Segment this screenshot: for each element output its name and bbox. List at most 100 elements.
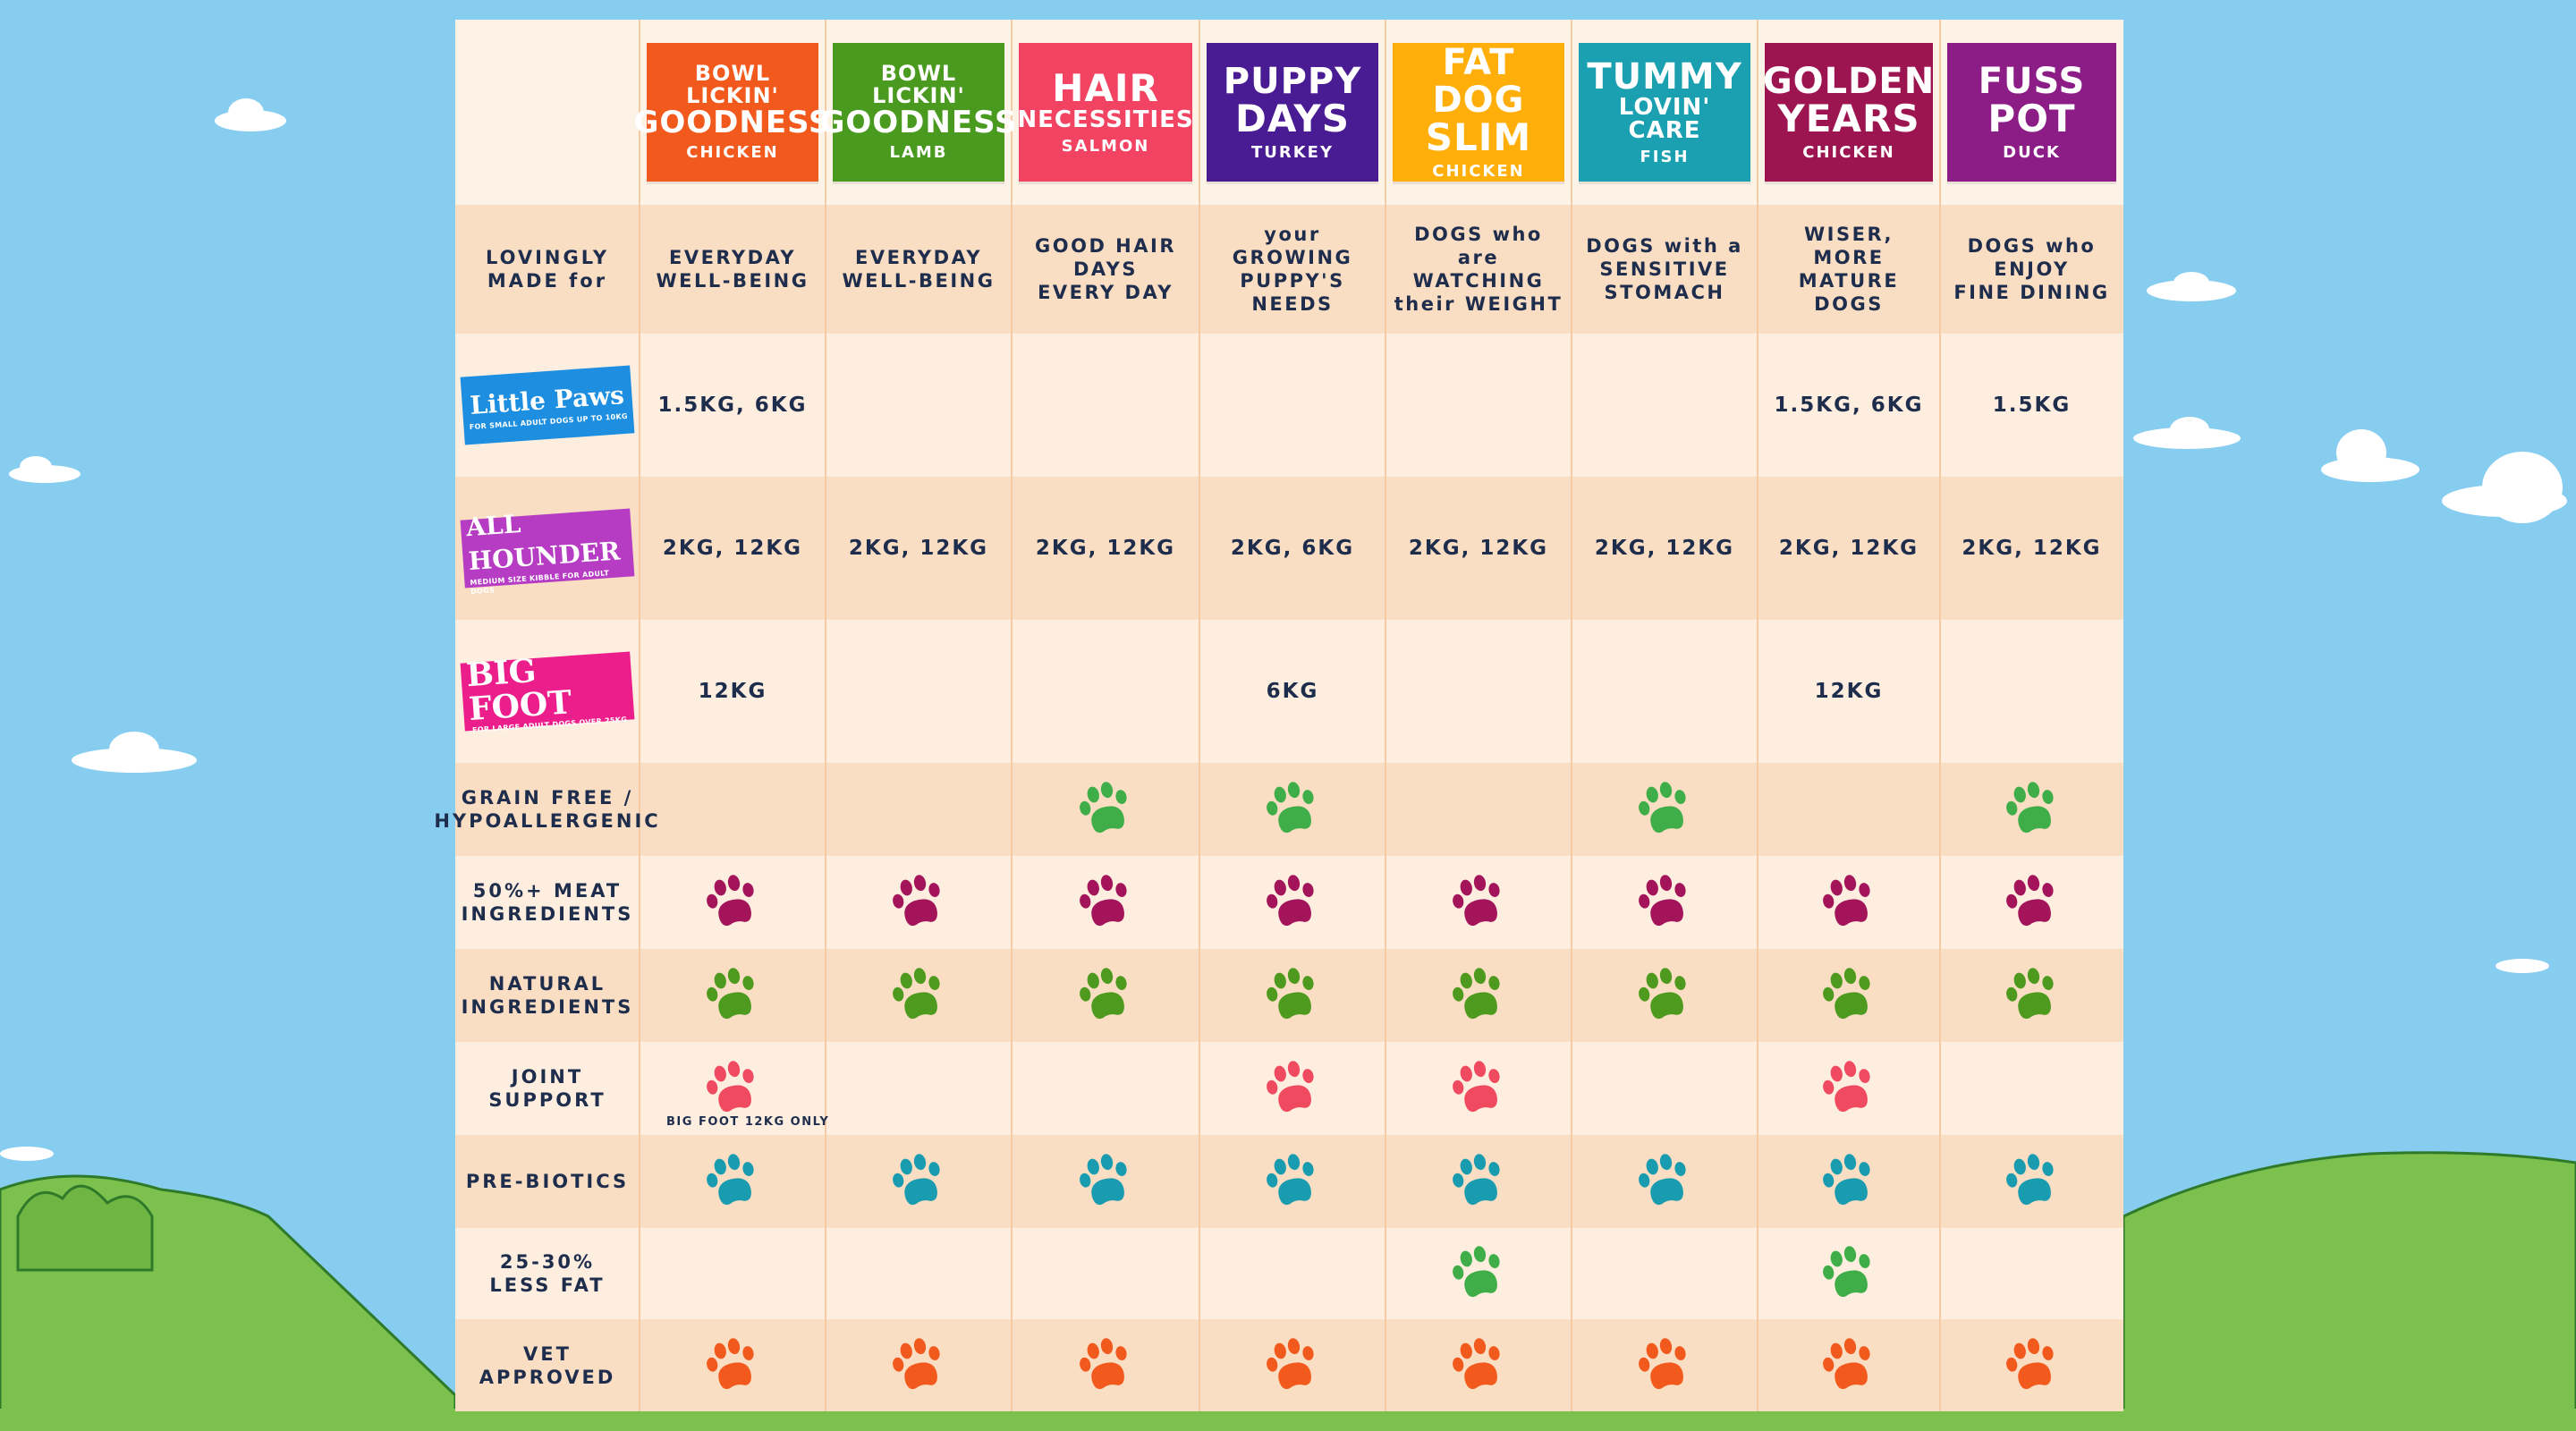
pack-sizes bbox=[1940, 620, 2123, 763]
product-flavour: TURKEY bbox=[1250, 143, 1335, 162]
row-band bbox=[455, 334, 2123, 477]
product-name-line1: TUMMY bbox=[1587, 56, 1742, 97]
column-divider bbox=[1757, 20, 1758, 1411]
pack-sizes: 1.5KG bbox=[1992, 394, 2072, 417]
paw-icon bbox=[1823, 1246, 1870, 1298]
feature-label: 25-30% LESS FAT bbox=[489, 1251, 606, 1296]
paw-icon bbox=[1267, 1061, 1314, 1113]
product-name-line1: FUSS bbox=[1978, 61, 2086, 102]
product-name-line1: BOWL LICKIN' bbox=[872, 60, 965, 108]
paw-icon bbox=[1639, 1154, 1686, 1206]
paw-icon bbox=[1823, 1337, 1870, 1389]
product-name-line2: SLIM bbox=[1425, 115, 1532, 159]
product-flavour: FISH bbox=[1640, 148, 1690, 166]
feature-label: PRE-BIOTICS bbox=[465, 1171, 630, 1192]
made-for-label: LOVINGLY MADE for bbox=[485, 247, 610, 292]
paw-icon bbox=[1453, 1246, 1500, 1298]
product-tag-8[interactable]: FUSS POT DUCK bbox=[1947, 43, 2116, 182]
pack-sizes bbox=[1199, 334, 1385, 477]
product-tag-6[interactable]: TUMMY LOVIN' CARE FISH bbox=[1579, 43, 1750, 182]
clouds bbox=[0, 98, 2567, 1161]
bush-left bbox=[16, 1184, 154, 1272]
made-for-value: DOGS who are WATCHING their WEIGHT bbox=[1394, 224, 1563, 315]
paw-icon bbox=[707, 1154, 754, 1206]
paw-icon bbox=[1823, 875, 1870, 927]
paw-icon bbox=[893, 1337, 940, 1389]
range-badge-all-hounder: ALL HOUNDER MEDIUM SIZE KIBBLE FOR ADULT … bbox=[460, 508, 635, 596]
product-flavour: SALMON bbox=[1061, 137, 1150, 157]
paw-icon bbox=[893, 875, 940, 927]
row-band bbox=[455, 205, 2123, 334]
range-badge-big-foot: BIG FOOT FOR LARGE ADULT DOGS OVER 25KG bbox=[460, 651, 635, 734]
column-divider bbox=[1571, 20, 1572, 1411]
row-band bbox=[455, 477, 2123, 620]
pack-sizes: 2KG, 12KG bbox=[662, 537, 803, 560]
pack-sizes bbox=[1572, 334, 1758, 477]
product-tag-2[interactable]: BOWL LICKIN' GOODNESS LAMB bbox=[819, 43, 1017, 182]
feature-label: 50%+ MEAT INGREDIENTS bbox=[461, 880, 634, 925]
product-tag-3[interactable]: HAIR NECESSITIES SALMON bbox=[1017, 43, 1194, 182]
feature-label: JOINT SUPPORT bbox=[488, 1066, 606, 1111]
pack-sizes: 12KG bbox=[698, 680, 767, 703]
paw-icon bbox=[707, 1337, 754, 1389]
paw-icon bbox=[707, 875, 754, 927]
paw-icon bbox=[1080, 968, 1127, 1020]
feature-label: NATURAL INGREDIENTS bbox=[461, 973, 634, 1018]
column-divider bbox=[825, 20, 826, 1411]
pack-sizes: 12KG bbox=[1814, 680, 1884, 703]
pack-sizes: 2KG, 6KG bbox=[1230, 537, 1355, 560]
product-tag-7[interactable]: GOLDEN YEARS CHICKEN bbox=[1762, 43, 1936, 182]
paw-icon bbox=[1823, 968, 1870, 1020]
paw-icon bbox=[1267, 1154, 1314, 1206]
paw-icon bbox=[1267, 782, 1314, 834]
made-for-value: DOGS with a SENSITIVE STOMACH bbox=[1586, 235, 1743, 303]
paw-icon bbox=[1823, 1061, 1870, 1113]
product-name-line2: NECESSITIES bbox=[1017, 106, 1194, 134]
made-for-value: GOOD HAIR DAYS EVERY DAY bbox=[1035, 235, 1176, 303]
paw-icon bbox=[1080, 875, 1127, 927]
paw-icon bbox=[1080, 782, 1127, 834]
paw-icon bbox=[1639, 875, 1686, 927]
hill-right bbox=[2122, 1151, 2576, 1431]
product-name-line2: GOODNESS bbox=[633, 105, 832, 141]
pack-sizes bbox=[826, 334, 1012, 477]
pack-sizes bbox=[1012, 334, 1199, 477]
paw-icon bbox=[1823, 1154, 1870, 1206]
paw-icon bbox=[2005, 782, 2054, 834]
column-divider bbox=[1011, 20, 1013, 1411]
paw-icon bbox=[2005, 1337, 2054, 1389]
paw-icon bbox=[707, 968, 754, 1020]
product-name-line2: YEARS bbox=[1777, 97, 1920, 140]
product-name-line1: GOLDEN bbox=[1762, 61, 1936, 102]
paw-icon bbox=[2005, 875, 2054, 927]
column-divider bbox=[1939, 20, 1941, 1411]
pack-sizes: 2KG, 12KG bbox=[1035, 537, 1176, 560]
product-tag-5[interactable]: FAT DOG SLIM CHICKEN bbox=[1393, 43, 1564, 182]
product-flavour: CHICKEN bbox=[1432, 162, 1525, 181]
pack-sizes: 6KG bbox=[1266, 680, 1319, 703]
paw-icon bbox=[1639, 782, 1686, 834]
grass-strip bbox=[0, 1409, 2576, 1431]
paw-icon bbox=[1080, 1154, 1127, 1206]
paw-icon bbox=[1453, 1154, 1500, 1206]
pack-sizes: 2KG, 12KG bbox=[1594, 537, 1735, 560]
product-tag-4[interactable]: PUPPY DAYS TURKEY bbox=[1207, 43, 1378, 182]
product-name-line1: HAIR bbox=[1052, 65, 1159, 110]
paw-icon bbox=[1080, 1337, 1127, 1389]
product-flavour: DUCK bbox=[2003, 143, 2061, 162]
paw-icon bbox=[1639, 1337, 1686, 1389]
pack-sizes: 1.5KG, 6KG bbox=[1774, 394, 1924, 417]
paw-icon bbox=[707, 1061, 754, 1113]
product-name-line2: DAYS bbox=[1234, 97, 1350, 140]
made-for-value: WISER, MORE MATURE DOGS bbox=[1798, 224, 1900, 315]
paw-icon bbox=[2005, 968, 2054, 1020]
product-tag-1[interactable]: BOWL LICKIN' GOODNESS CHICKEN bbox=[633, 43, 831, 182]
range-badge-little-paws: Little Paws FOR SMALL ADULT DOGS UP TO 10… bbox=[460, 365, 635, 445]
column-divider bbox=[639, 20, 640, 1411]
paw-icon bbox=[893, 1154, 940, 1206]
pack-sizes: 2KG, 12KG bbox=[848, 537, 989, 560]
range-name: BIG FOOT bbox=[465, 651, 573, 729]
paw-icon bbox=[2005, 1154, 2054, 1206]
product-name-line1: PUPPY bbox=[1223, 61, 1362, 102]
